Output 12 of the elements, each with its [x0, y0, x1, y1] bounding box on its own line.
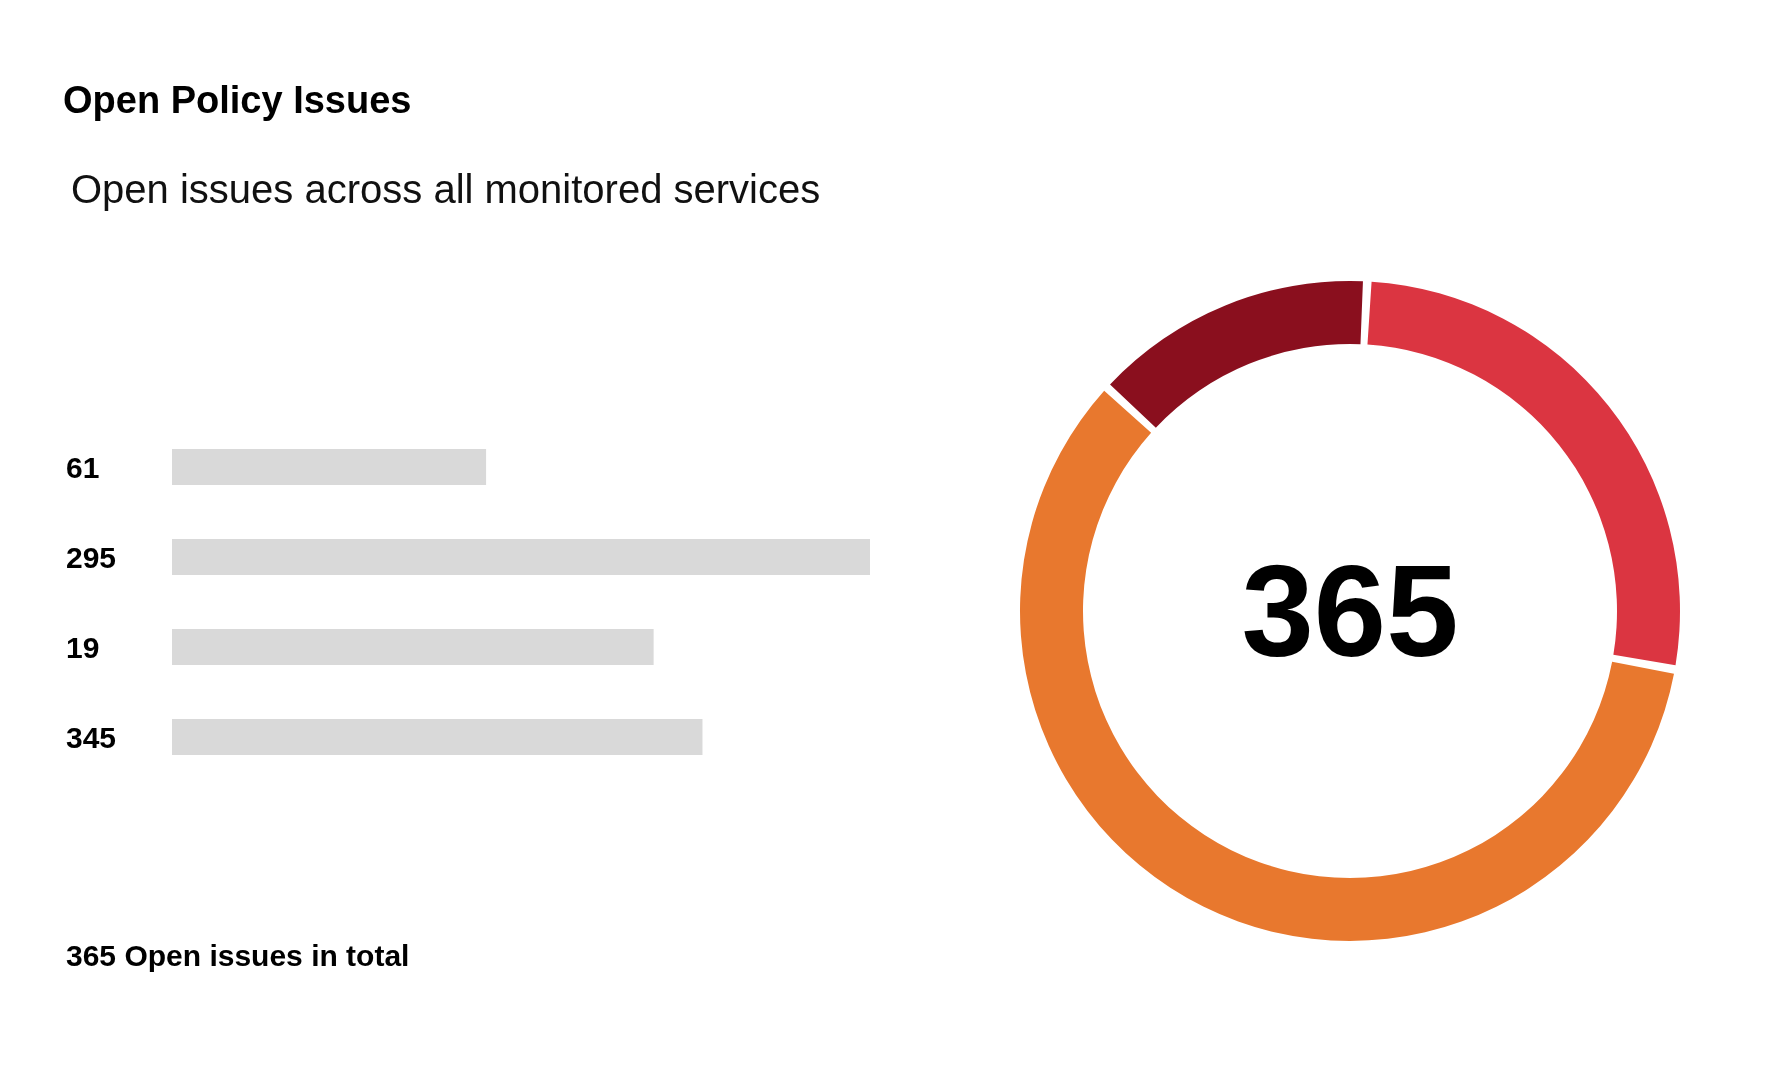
- chart-subtitle: Open issues across all monitored services: [71, 167, 821, 211]
- chart-title: Open Policy Issues: [63, 79, 412, 121]
- text: 365 Open issues in total: [66, 938, 410, 972]
- bar: [172, 449, 487, 485]
- y-tick-label: 19: [66, 630, 100, 664]
- bar: [172, 629, 654, 665]
- y-tick-label: 345: [66, 720, 117, 754]
- bar: [172, 539, 870, 575]
- y-tick-label: 295: [66, 540, 117, 574]
- y-tick-label: 61: [66, 450, 100, 484]
- bar: [172, 719, 703, 755]
- text: 365: [1241, 538, 1459, 684]
